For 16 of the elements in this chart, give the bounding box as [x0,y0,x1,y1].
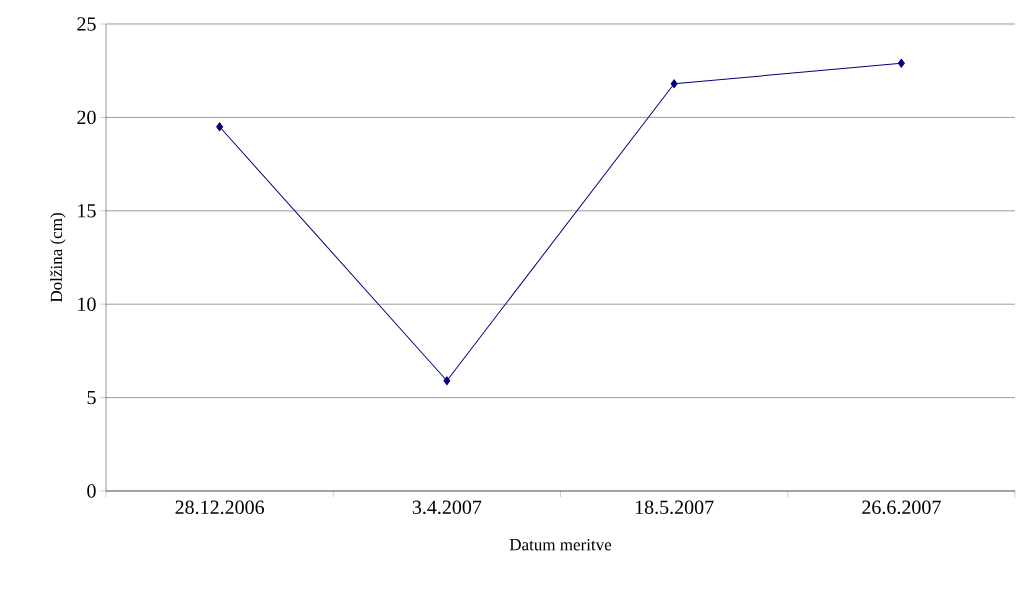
y-tick-label: 5 [87,390,96,405]
x-tick-label: 18.5.2007 [635,500,714,515]
y-tick-label: 10 [78,297,96,311]
x-tick-label: 26.6.2007 [862,500,941,515]
y-tick-label: 20 [77,110,96,125]
y-tick-label: 25 [77,17,96,31]
point [443,376,451,386]
y-tick-label: 0 [87,484,96,498]
point [216,122,224,132]
x-tick-label: 28.12.2006 [175,500,265,515]
y-axis-title: Dolžina (cm) [50,213,66,303]
x-axis-title: Datum meritve [509,538,612,551]
point [670,79,678,89]
x-tick-label: 3.4.2007 [412,500,482,515]
point [897,58,905,68]
y-tick-label: 15 [78,204,96,218]
